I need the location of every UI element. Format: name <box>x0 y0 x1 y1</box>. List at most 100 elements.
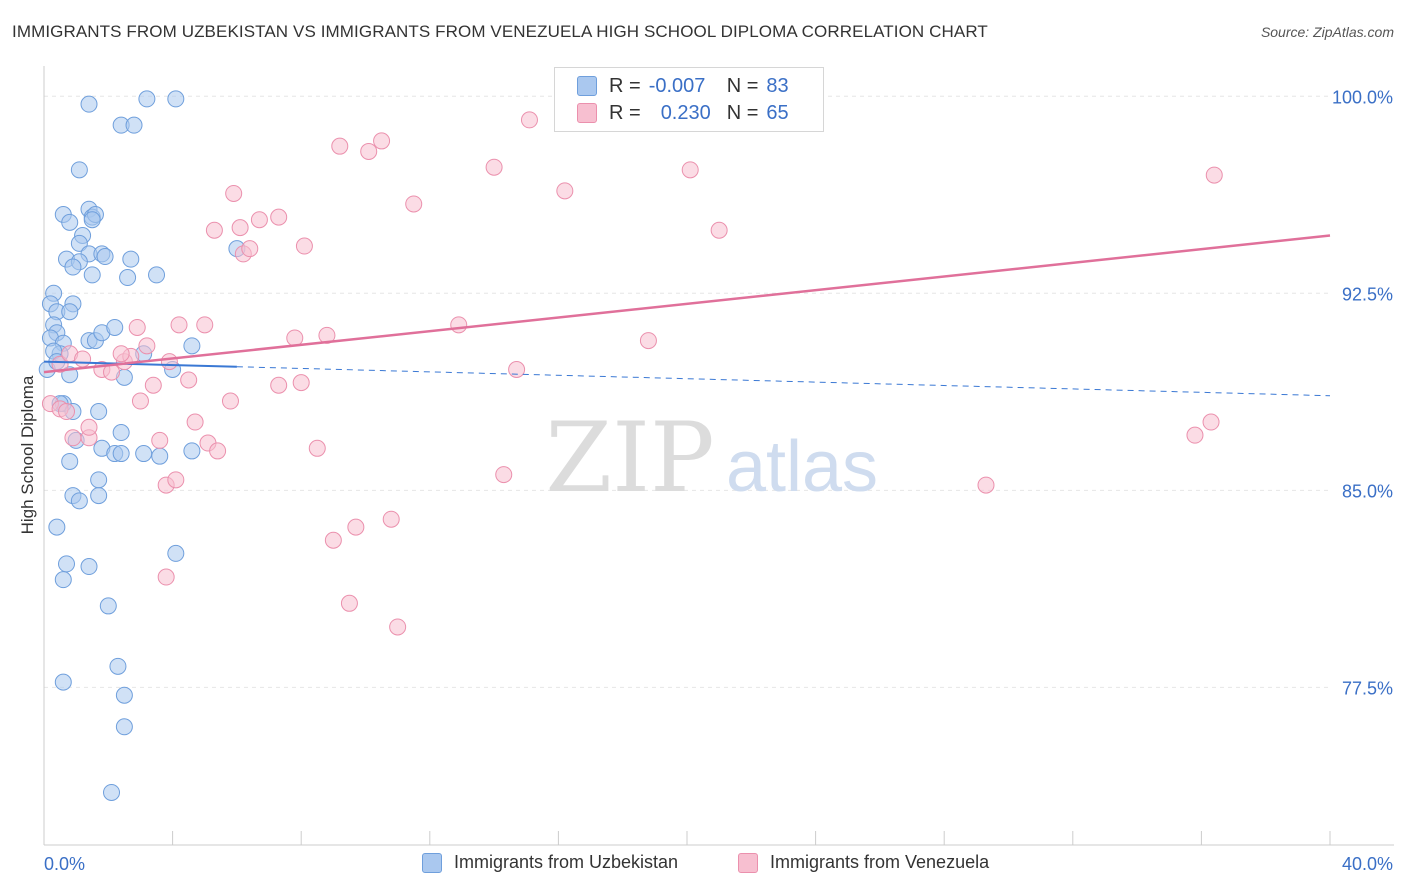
data-point-venezuela <box>180 371 198 389</box>
tick-labels: 77.5% 85.0% 92.5% 100.0% 0.0% 40.0% <box>44 87 1393 874</box>
data-point-venezuela <box>205 221 223 239</box>
data-point-venezuela <box>157 568 175 586</box>
data-point-uzbekistan <box>61 213 79 231</box>
y-tick-label: 77.5% <box>1342 678 1393 698</box>
data-point-uzbekistan <box>112 424 130 442</box>
data-point-venezuela <box>347 518 365 536</box>
data-point-uzbekistan <box>64 258 82 276</box>
data-point-uzbekistan <box>70 161 88 179</box>
data-point-venezuela <box>295 237 313 255</box>
data-point-venezuela <box>520 111 538 129</box>
grid-lines <box>44 95 1330 688</box>
source-label: Source: ZipAtlas.com <box>1260 24 1394 40</box>
data-point-uzbekistan <box>167 90 185 108</box>
series-uzbekistan <box>38 90 246 801</box>
data-point-uzbekistan <box>70 234 88 252</box>
data-point-venezuela <box>160 353 178 371</box>
data-point-venezuela <box>639 332 657 350</box>
legend-r-value: 0.230 <box>660 101 711 124</box>
data-point-uzbekistan <box>151 447 169 465</box>
data-point-venezuela <box>80 418 98 436</box>
data-point-venezuela <box>64 429 82 447</box>
data-point-uzbekistan <box>90 471 108 489</box>
data-point-venezuela <box>1186 426 1204 444</box>
legend-n-value: 65 <box>766 101 789 124</box>
data-point-uzbekistan <box>54 571 72 589</box>
data-point-venezuela <box>308 439 326 457</box>
data-point-venezuela <box>485 158 503 176</box>
data-point-venezuela <box>340 594 358 612</box>
data-point-uzbekistan <box>138 90 156 108</box>
watermark-atlas: atlas <box>726 427 878 507</box>
data-point-uzbekistan <box>58 555 76 573</box>
data-point-venezuela <box>221 392 239 410</box>
data-point-uzbekistan <box>61 452 79 470</box>
data-point-uzbekistan <box>83 211 101 229</box>
series-swatch-pink <box>738 852 758 873</box>
legend-row-venezuela: R = 0.230 N = 65 <box>577 101 789 125</box>
data-point-uzbekistan <box>115 718 133 736</box>
series-legend-venezuela[interactable]: Immigrants from Venezuela <box>738 852 989 873</box>
data-point-venezuela <box>382 510 400 528</box>
data-point-uzbekistan <box>106 318 124 336</box>
axes <box>43 66 1394 846</box>
data-point-venezuela <box>508 360 526 378</box>
legend-n-value: 83 <box>766 74 789 97</box>
x-tick-label: 40.0% <box>1342 854 1393 874</box>
data-point-uzbekistan <box>70 492 88 510</box>
data-point-venezuela <box>270 376 288 394</box>
watermark-zip: ZIP <box>545 402 714 514</box>
trend-line-uzbekistan-extension <box>236 366 1331 397</box>
data-point-uzbekistan <box>54 673 72 691</box>
series-swatch-blue <box>422 852 442 873</box>
data-point-venezuela <box>556 182 574 200</box>
data-point-uzbekistan <box>183 337 201 355</box>
legend-n-label: N = <box>726 74 759 97</box>
data-point-venezuela <box>131 392 149 410</box>
trend-lines <box>43 234 1331 397</box>
data-point-venezuela <box>1202 413 1220 431</box>
data-point-uzbekistan <box>80 95 98 113</box>
stats-legend: R = -0.007 N = 83 R = 0.230 N = 65 <box>554 67 824 132</box>
series-legend: Immigrants from Uzbekistan Immigrants fr… <box>0 852 1406 878</box>
x-tick-label: 0.0% <box>44 854 85 874</box>
y-tick-label: 85.0% <box>1342 481 1393 501</box>
data-point-uzbekistan <box>148 266 166 284</box>
trend-line-uzbekistan <box>43 360 237 368</box>
data-point-uzbekistan <box>112 445 130 463</box>
watermark: ZIP atlas <box>545 402 878 514</box>
data-point-venezuela <box>241 240 259 258</box>
chart-title: IMMIGRANTS FROM UZBEKISTAN VS IMMIGRANTS… <box>12 22 988 41</box>
legend-n-label: N = <box>726 101 759 124</box>
data-point-venezuela <box>225 184 243 202</box>
series-label-uzbekistan: Immigrants from Uzbekistan <box>454 852 679 872</box>
data-point-venezuela <box>151 431 169 449</box>
data-point-venezuela <box>389 618 407 636</box>
data-point-uzbekistan <box>61 303 79 321</box>
data-point-uzbekistan <box>90 403 108 421</box>
data-point-venezuela <box>710 221 728 239</box>
data-point-venezuela <box>112 345 130 363</box>
data-point-venezuela <box>373 132 391 150</box>
data-point-uzbekistan <box>48 518 66 536</box>
data-point-venezuela <box>231 219 249 237</box>
data-point-venezuela <box>318 326 336 344</box>
legend-r-label: R = <box>609 101 641 124</box>
y-axis-label: High School Diploma <box>18 375 37 534</box>
data-point-uzbekistan <box>119 269 137 287</box>
data-point-uzbekistan <box>99 597 117 615</box>
series-legend-uzbekistan[interactable]: Immigrants from Uzbekistan <box>422 852 678 873</box>
data-point-uzbekistan <box>122 250 140 268</box>
data-point-venezuela <box>977 476 995 494</box>
data-point-venezuela <box>495 466 513 484</box>
data-point-uzbekistan <box>135 445 153 463</box>
data-point-uzbekistan <box>115 686 133 704</box>
data-point-uzbekistan <box>96 248 114 266</box>
series-label-venezuela: Immigrants from Venezuela <box>770 852 990 872</box>
data-point-venezuela <box>58 403 76 421</box>
data-point-venezuela <box>74 350 92 368</box>
data-point-uzbekistan <box>90 487 108 505</box>
data-point-venezuela <box>331 137 349 155</box>
trend-line-venezuela <box>43 234 1331 374</box>
